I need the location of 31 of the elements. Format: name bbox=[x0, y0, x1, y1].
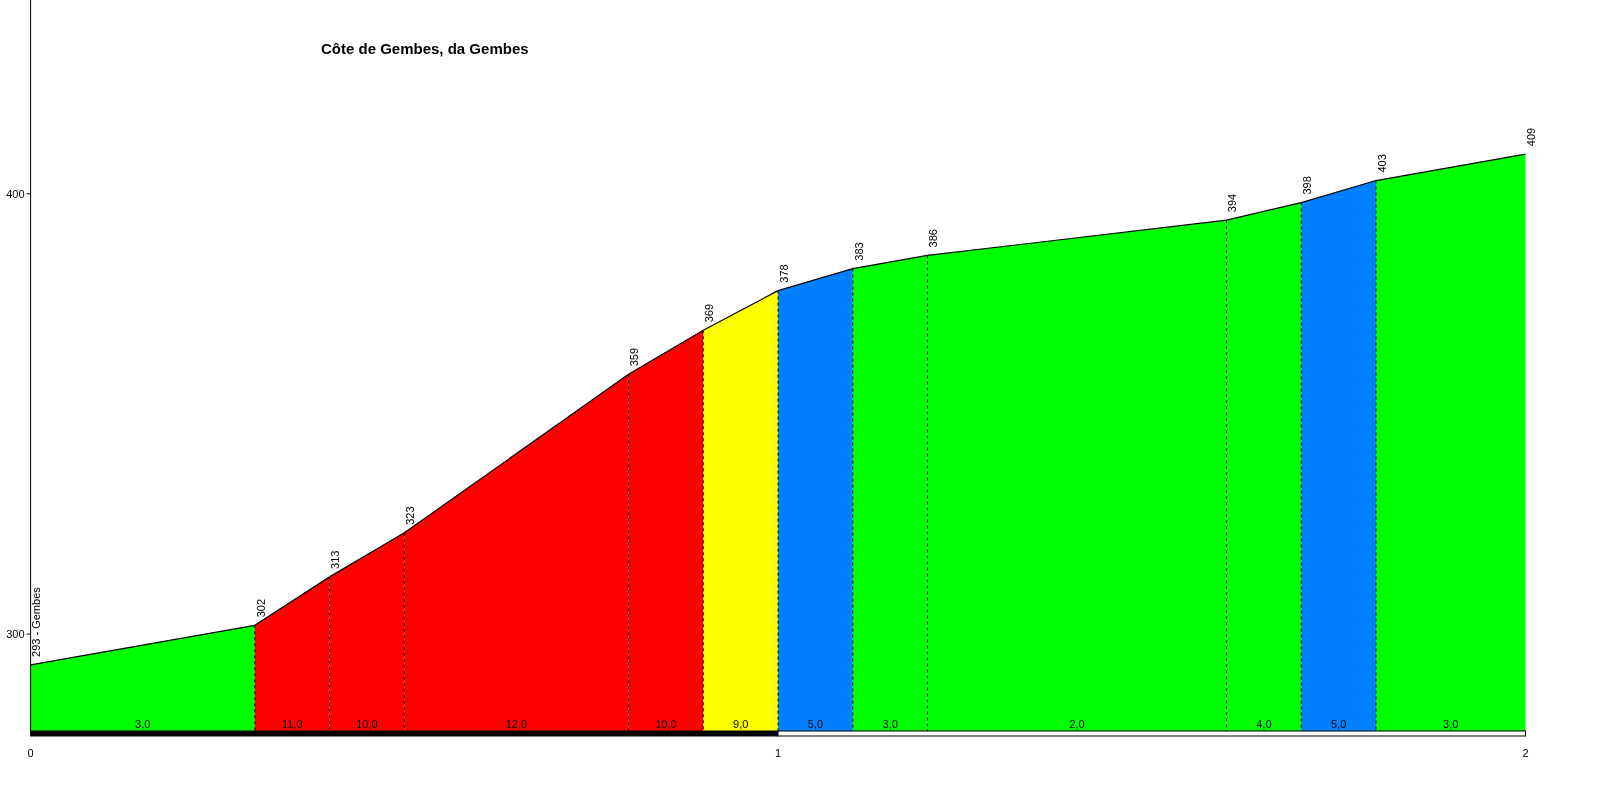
data-label: 409 bbox=[1525, 127, 1538, 147]
data-label: 369 bbox=[703, 303, 716, 323]
data-label: 378 bbox=[777, 264, 790, 283]
annotation: 4,0 bbox=[1256, 718, 1272, 730]
data-label: 398 bbox=[1301, 176, 1314, 195]
annotation: 12,0 bbox=[505, 718, 528, 730]
text: Côte de Gembes, da Gembes bbox=[321, 40, 529, 57]
x-tick-label: 2 bbox=[1522, 747, 1529, 759]
annotation: 5,0 bbox=[807, 718, 824, 730]
annotation: 3,0 bbox=[882, 718, 898, 730]
data-label: 383 bbox=[852, 242, 865, 261]
data-label: 313 bbox=[329, 550, 342, 569]
data-label: 403 bbox=[1375, 154, 1388, 173]
data-label: 293 - Gembes bbox=[30, 586, 43, 657]
annotation: 9,0 bbox=[733, 718, 749, 730]
annotation: 2,0 bbox=[1069, 718, 1085, 730]
data-label: 394 bbox=[1226, 193, 1239, 213]
annotation: 10,0 bbox=[356, 718, 378, 730]
data-label: 302 bbox=[254, 598, 267, 618]
data-label: 323 bbox=[404, 506, 417, 525]
annotation: 3,0 bbox=[1443, 718, 1459, 730]
data-label: 386 bbox=[927, 229, 940, 248]
annotation: 5,0 bbox=[1330, 718, 1347, 730]
y-tick-label: 300 bbox=[6, 627, 25, 640]
x-tick-label: 0 bbox=[27, 747, 34, 759]
y-tick-label: 400 bbox=[6, 187, 25, 200]
x-tick-label: 1 bbox=[774, 747, 782, 759]
annotation: 11,0 bbox=[281, 718, 303, 730]
annotation: 10,0 bbox=[655, 718, 677, 730]
annotation: 3,0 bbox=[135, 718, 151, 730]
data-label: 359 bbox=[628, 347, 641, 367]
